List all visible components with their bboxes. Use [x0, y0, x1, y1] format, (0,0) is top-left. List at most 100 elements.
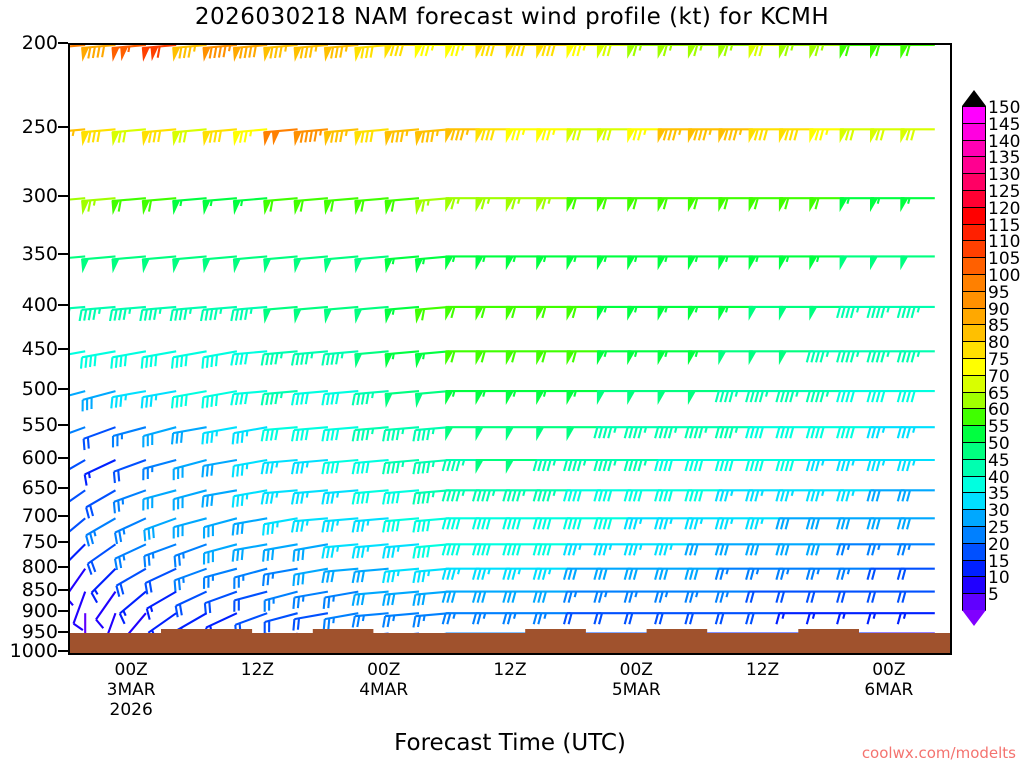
colorbar-swatch [962, 559, 986, 578]
y-axis-tick [58, 388, 68, 391]
y-axis-tick-label: 850 [21, 578, 58, 601]
colorbar-swatch [962, 509, 986, 527]
colorbar-swatch [962, 274, 986, 292]
y-axis-ticks [58, 42, 68, 655]
y-axis-tick [58, 515, 68, 518]
colorbar-swatch [962, 173, 986, 191]
colorbar-tick-label: 105 [988, 249, 1021, 270]
y-axis-tick [58, 42, 68, 44]
colorbar-swatch [962, 240, 986, 259]
colorbar-swatch [962, 257, 986, 275]
y-axis-tick-label: 450 [21, 338, 58, 361]
colorbar-tick-label: 40 [988, 467, 1010, 488]
y-axis-tick [58, 253, 68, 256]
colorbar-tick-label: 55 [988, 417, 1010, 438]
y-axis-tick-label: 550 [21, 414, 58, 437]
x-axis-labels: 00Z 3MAR 2026 12Z 00Z 4MAR 12Z 00Z 5MAR 12Z 00Z 6MA… [68, 660, 952, 740]
colorbar-swatch [962, 408, 986, 427]
colorbar-swatch [962, 542, 986, 561]
colorbar-tick-label: 130 [988, 165, 1021, 186]
terrain-fill [70, 629, 950, 653]
plot-area [68, 43, 952, 655]
colorbar-tick-label: 110 [988, 232, 1021, 253]
watermark: coolwx.com/modelts [861, 744, 1016, 762]
wind-barb-field [70, 45, 935, 653]
colorbar-swatch [962, 492, 986, 511]
colorbar-swatch [962, 106, 986, 124]
colorbar-swatch [962, 290, 986, 309]
colorbar-swatch [962, 206, 986, 225]
colorbar-tick-label: 135 [988, 148, 1021, 169]
x-axis-tick-label: 12Z [240, 660, 275, 680]
colorbar-swatch [962, 374, 986, 393]
x-axis-tick-label: 12Z [745, 660, 780, 680]
colorbar-swatch [962, 324, 986, 343]
colorbar-tick-label: 85 [988, 316, 1010, 337]
page-title: 2026030218 NAM forecast wind profile (kt… [194, 4, 830, 30]
y-axis-tick [58, 650, 68, 652]
colorbar-tick-label: 65 [988, 383, 1010, 404]
y-axis-tick [58, 588, 68, 591]
colorbar-swatch [962, 475, 986, 494]
colorbar-swatch [962, 122, 986, 141]
colorbar-swatch [962, 391, 986, 410]
y-axis-tick [58, 487, 68, 490]
colorbar-tick-label: 150 [988, 98, 1021, 118]
colorbar-tick-label: 30 [988, 501, 1010, 522]
colorbar-swatch [962, 576, 986, 595]
colorbar-tick-label: 125 [988, 182, 1021, 202]
y-axis-tick-label: 200 [21, 32, 58, 54]
colorbar-swatch [962, 307, 986, 326]
colorbar-swatch [962, 526, 986, 544]
colorbar-tick-label: 115 [988, 215, 1021, 236]
colorbar-tick-label: 140 [988, 131, 1021, 152]
y-axis-tick [58, 630, 68, 633]
colorbar-swatch [962, 593, 986, 611]
colorbar-tick-label: 20 [988, 534, 1010, 555]
colorbar-tick-label: 100 [988, 266, 1021, 286]
x-axis-tick-label: 00Z 3MAR 2026 [106, 660, 156, 720]
y-axis-tick [58, 541, 68, 544]
colorbar-tick-label: 80 [988, 333, 1010, 354]
x-axis-tick-label: 00Z 6MAR [864, 660, 914, 700]
colorbar-swatch [962, 442, 986, 460]
colorbar-swatch [962, 156, 986, 175]
y-axis-tick-label: 750 [21, 531, 58, 554]
y-axis-tick-label: 250 [21, 116, 58, 139]
x-axis-tick-label: 00Z 4MAR [359, 660, 409, 700]
colorbar-swatch [962, 190, 986, 208]
colorbar-tick-label: 50 [988, 434, 1010, 454]
y-axis-tick [58, 610, 68, 613]
colorbar-tick-label: 5 [988, 585, 999, 606]
colorbar-swatch [962, 458, 986, 477]
y-axis-tick-label: 1000 [9, 640, 58, 662]
colorbar-tick-label: 120 [988, 198, 1021, 219]
y-axis-tick [58, 195, 68, 198]
colorbar-tick-label: 15 [988, 551, 1010, 572]
colorbar-swatch [962, 358, 986, 376]
y-axis-tick [58, 126, 68, 129]
colorbar-tick-label: 25 [988, 518, 1010, 538]
colorbar-top-arrow [962, 90, 986, 106]
y-axis-tick-label: 900 [21, 600, 58, 623]
colorbar-swatch [962, 139, 986, 158]
y-axis-tick-label: 500 [21, 378, 58, 401]
colorbar-tick-label: 10 [988, 568, 1010, 589]
y-axis-tick [58, 348, 68, 351]
colorbar-tick-label: 90 [988, 299, 1010, 320]
colorbar [962, 90, 986, 660]
colorbar-bottom-arrow [962, 610, 986, 626]
y-axis-tick [58, 457, 68, 460]
colorbar-tick-label: 75 [988, 350, 1010, 370]
y-axis-tick-label: 300 [21, 185, 58, 208]
y-axis-tick [58, 303, 68, 306]
y-axis-tick-label: 700 [21, 505, 58, 528]
y-axis-tick-label: 600 [21, 447, 58, 470]
y-axis-tick-label: 350 [21, 243, 58, 266]
x-axis-tick-label: 00Z 5MAR [611, 660, 661, 700]
colorbar-tick-label: 35 [988, 484, 1010, 505]
colorbar-swatch [962, 223, 986, 242]
colorbar-tick-label: 60 [988, 400, 1010, 421]
y-axis-tick-label: 400 [21, 293, 58, 316]
